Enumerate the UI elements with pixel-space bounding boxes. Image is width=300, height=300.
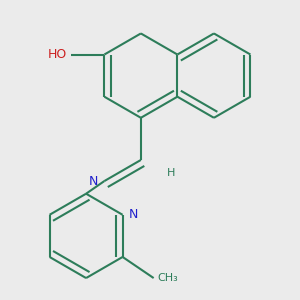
Text: N: N [89,175,99,188]
Text: HO: HO [47,48,67,61]
Text: H: H [167,168,175,178]
Text: N: N [128,208,138,221]
Text: CH₃: CH₃ [158,273,178,283]
